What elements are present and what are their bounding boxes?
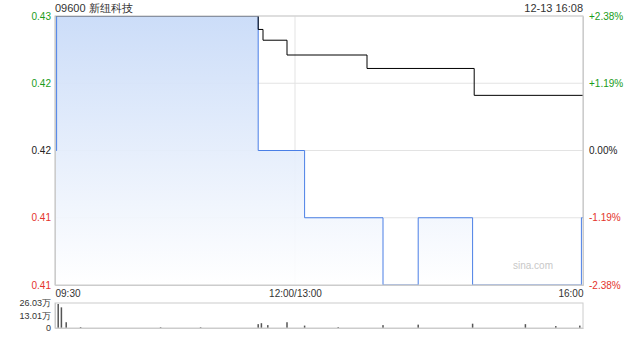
tick: 0.41 — [32, 212, 55, 223]
volume-bar — [417, 325, 419, 328]
tick-label: +2.38% — [589, 11, 623, 22]
volume-axis: 0 13.01万 26.03万 — [19, 298, 55, 333]
tick-label: 0.41 — [32, 280, 52, 291]
tick-label: 0.00% — [589, 145, 617, 156]
tick: 16:00 — [558, 285, 583, 299]
tick: 26.03万 — [19, 298, 55, 308]
axis-line — [55, 304, 56, 329]
y-axis: 0.41 0.41 0.42 0.42 0.43 — [32, 11, 56, 291]
tick: 09:30 — [56, 285, 81, 299]
tick: -2.38% — [583, 280, 621, 291]
tick: 0.41 — [32, 280, 55, 291]
tick: 13.01万 — [19, 311, 55, 321]
tick-label: 26.03万 — [19, 298, 51, 308]
plot-frame — [55, 16, 583, 285]
subtitle: 12-13 16:08 — [524, 2, 583, 14]
tick: +2.38% — [583, 11, 623, 22]
tick-label: 0.41 — [32, 212, 52, 223]
volume-bar — [257, 324, 259, 328]
axis-line — [56, 285, 584, 286]
price-line — [55, 16, 583, 285]
volume-x-axis — [56, 328, 584, 329]
volume-bar — [65, 322, 67, 328]
tick-label: 0.42 — [32, 78, 52, 89]
tick-label: 0.43 — [32, 11, 52, 22]
tick-label: 13.01万 — [19, 311, 51, 321]
tick-label: 12:00/13:00 — [269, 288, 322, 299]
tick-label: -2.38% — [589, 280, 621, 291]
axis-line — [583, 17, 584, 286]
volume-bar — [61, 307, 63, 328]
grid — [55, 16, 583, 285]
tick-label: 0 — [46, 323, 51, 333]
tick-label: 09:30 — [56, 288, 81, 299]
title: 09600 新纽科技 — [55, 2, 133, 14]
volume-bar — [525, 324, 527, 328]
volume-bar — [261, 323, 263, 328]
average-line — [55, 16, 583, 95]
tick-label: +1.19% — [589, 78, 623, 89]
x-axis: 09:30 12:00/13:00 16:00 — [56, 285, 584, 299]
tick: +1.19% — [583, 78, 623, 89]
axis-line — [55, 17, 56, 286]
axis-line — [56, 328, 584, 329]
tick: 0 — [46, 323, 55, 333]
plot-area — [55, 16, 583, 285]
tick: 0.43 — [32, 11, 55, 22]
price-area — [55, 16, 583, 285]
volume-frame — [55, 303, 583, 328]
tick-label: -1.19% — [589, 212, 621, 223]
tick: 0.42 — [32, 78, 55, 89]
volume-bar — [472, 324, 474, 328]
tick: 0.42 — [32, 145, 55, 156]
volume-bars — [55, 304, 581, 328]
y2-axis: -2.38% -1.19% 0.00% +1.19% +2.38% — [583, 11, 623, 291]
volume-bar — [286, 322, 288, 328]
tick: 12:00/13:00 — [269, 285, 322, 299]
volume-bar — [57, 304, 59, 328]
tick-label: 16:00 — [558, 288, 583, 299]
chart: 09600 新纽科技12-13 16:08sina.com0.410.410.4… — [0, 0, 640, 360]
volume-bar — [55, 304, 56, 328]
watermark: sina.com — [513, 260, 553, 271]
tick: -1.19% — [583, 212, 621, 223]
tick: 0.00% — [583, 145, 617, 156]
tick-label: 0.42 — [32, 145, 52, 156]
